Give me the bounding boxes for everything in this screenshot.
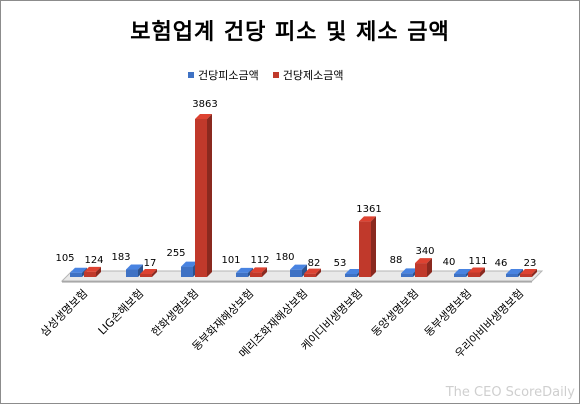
data-label-1-5: 1361 — [356, 204, 381, 215]
bar-side-1-8 — [532, 269, 537, 277]
bar-top-0-7 — [454, 269, 471, 274]
bar-top-1-2 — [195, 114, 212, 119]
bar-side-0-1 — [138, 264, 143, 277]
legend-label-1: 건당제소금액 — [282, 69, 344, 82]
bar-top-1-5 — [359, 216, 376, 222]
legend-item-1: 건당제소금액 — [272, 67, 344, 83]
bar-top-0-8 — [506, 269, 523, 274]
bar-top-0-3 — [236, 267, 253, 273]
bar-0-4 — [290, 269, 302, 277]
bar-1-8 — [520, 274, 532, 277]
data-label-1-2: 3863 — [192, 99, 217, 110]
bar-top-1-8 — [520, 269, 537, 274]
data-label-1-8: 23 — [524, 258, 537, 269]
bar-1-5 — [359, 221, 371, 277]
bar-0-8 — [506, 274, 518, 277]
bar-top-1-7 — [468, 267, 485, 273]
legend-swatch-1 — [272, 72, 279, 78]
bar-0-6 — [401, 273, 413, 277]
data-label-0-5: 53 — [334, 258, 347, 269]
bar-side-1-3 — [262, 267, 267, 277]
bar-1-1 — [140, 274, 152, 277]
bar-top-0-4 — [290, 264, 307, 270]
bar-0-5 — [345, 274, 357, 277]
bar-top-1-4 — [304, 268, 321, 274]
bar-side-1-2 — [207, 114, 212, 277]
category-label-0: 삼성생명보험 — [38, 287, 90, 339]
data-label-0-3: 101 — [221, 255, 240, 266]
bar-top-0-1 — [126, 264, 143, 270]
bar-side-1-7 — [480, 267, 485, 277]
bar-1-7 — [468, 272, 480, 277]
bar-side-1-4 — [316, 268, 321, 277]
bar-side-1-0 — [96, 266, 101, 277]
data-label-0-4: 180 — [275, 252, 294, 263]
bar-top-0-6 — [401, 268, 418, 274]
bar-side-1-5 — [371, 216, 376, 277]
bar-1-3 — [250, 272, 262, 277]
legend: 건당피소금액 건당제소금액 — [188, 67, 343, 83]
bar-side-1-6 — [427, 258, 432, 277]
bar-top-1-1 — [140, 269, 157, 274]
legend-swatch-0 — [188, 72, 194, 78]
bar-1-0 — [84, 271, 96, 277]
bar-1-2 — [195, 119, 207, 277]
bar-top-1-6 — [415, 258, 432, 264]
bar-0-0 — [70, 272, 82, 277]
bar-1-4 — [304, 273, 316, 277]
bar-0-7 — [454, 274, 466, 277]
data-label-0-0: 105 — [55, 253, 74, 264]
data-label-0-1: 183 — [111, 252, 130, 263]
data-label-1-7: 111 — [468, 256, 487, 267]
bar-side-0-8 — [518, 269, 523, 277]
bar-top-0-2 — [181, 261, 198, 267]
bar-top-0-5 — [345, 269, 362, 274]
bar-0-1 — [126, 269, 138, 277]
data-label-1-0: 124 — [84, 255, 103, 266]
category-label-2: 한화생명보험 — [149, 287, 201, 339]
data-label-1-6: 340 — [415, 246, 434, 257]
data-label-1-1: 17 — [144, 258, 157, 269]
legend-item-0: 건당피소금액 — [188, 67, 259, 83]
chart-title: 보험업계 건당 피소 및 제소 금액 — [130, 20, 450, 45]
bar-side-0-4 — [302, 264, 307, 277]
data-label-0-8: 46 — [495, 258, 508, 269]
category-label-1: LIG손해보험 — [95, 286, 146, 337]
data-label-0-6: 88 — [390, 255, 403, 266]
bar-top-1-0 — [84, 266, 101, 272]
bar-0-3 — [236, 272, 248, 277]
bar-0-2 — [181, 266, 193, 277]
bar-side-1-1 — [152, 269, 157, 277]
legend-label-0: 건당피소금액 — [198, 69, 259, 82]
watermark: The CEO ScoreDaily — [445, 385, 576, 400]
category-label-7: 동부생명보험 — [422, 287, 474, 339]
category-label-6: 동양생명보험 — [369, 287, 421, 339]
bar-top-0-0 — [70, 267, 87, 273]
data-label-1-3: 112 — [250, 255, 269, 266]
data-label-1-4: 82 — [308, 258, 321, 269]
bar-top-1-3 — [250, 267, 267, 273]
data-label-0-7: 40 — [443, 257, 456, 268]
data-label-0-2: 255 — [166, 248, 185, 259]
bar-1-6 — [415, 263, 427, 277]
